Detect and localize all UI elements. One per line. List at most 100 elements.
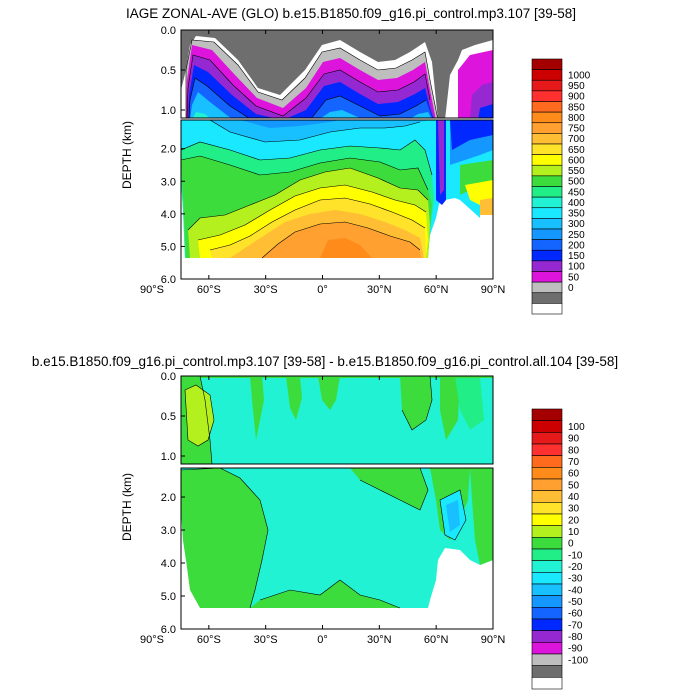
- x-tick-label: 60°N: [424, 634, 449, 646]
- colorbar-box: [531, 154, 563, 166]
- panel-1-x-ticks: 90°S 60°S 30°S 0° 30°N 60°N 90°N: [140, 30, 505, 296]
- colorbar-box: [531, 513, 563, 526]
- colorbar-label: 700: [568, 134, 585, 145]
- colorbar-label: 50: [568, 480, 580, 491]
- y-tick-label: 0.0: [161, 371, 176, 383]
- colorbar-box: [531, 653, 563, 666]
- panel-1-upper-field: [181, 30, 493, 118]
- colorbar-box: [531, 478, 563, 491]
- colorbar-box: [531, 560, 563, 573]
- colorbar-box: [531, 618, 563, 631]
- x-tick-label: 60°S: [197, 634, 221, 646]
- colorbar-label: 750: [568, 124, 585, 135]
- colorbar-box: [531, 455, 563, 468]
- colorbar-label: 300: [568, 219, 585, 230]
- colorbar-box: [531, 239, 563, 251]
- colorbar-box: [531, 79, 563, 92]
- colorbar-label: 40: [568, 492, 580, 503]
- x-tick-label: 90°N: [481, 634, 506, 646]
- panel-1-y-ticks-lower: 2.0 3.0 4.0 5.0 6.0: [161, 144, 185, 286]
- x-tick-label: 60°N: [424, 284, 449, 296]
- colorbar-label: 400: [568, 198, 585, 209]
- colorbar-box: [531, 292, 563, 304]
- panel-2-y-ticks-lower: 2.0 3.0 4.0 5.0 6.0: [161, 492, 185, 636]
- panel-2-colorbar: 1009080706050403020100-10-20-30-40-50-60…: [531, 408, 588, 690]
- colorbar-box: [531, 228, 563, 240]
- colorbar-box: [531, 249, 563, 262]
- panel-2: b.e15.B1850.f09_g16.pi_control.mp3.107 […: [32, 354, 618, 690]
- panel-1-y-ticks-upper: 0.0 0.5 1.0: [161, 25, 185, 117]
- panel-1-ylabel: DEPTH (km): [120, 121, 134, 189]
- colorbar-box: [531, 111, 563, 124]
- panel-2-upper-frame: [180, 375, 494, 465]
- colorbar-box: [531, 467, 563, 480]
- colorbar-label: -90: [568, 644, 583, 655]
- y-tick-label: 5.0: [161, 241, 176, 253]
- y-tick-label: 1.0: [161, 451, 176, 463]
- colorbar-box: [531, 490, 563, 503]
- y-tick-label: 1.0: [161, 105, 176, 117]
- colorbar-box: [531, 432, 563, 445]
- y-tick-label: 3.0: [161, 176, 176, 188]
- colorbar-box: [531, 548, 563, 561]
- y-tick-label: 0.5: [161, 411, 176, 423]
- colorbar-label: 90: [568, 434, 580, 445]
- colorbar-label: -20: [568, 562, 583, 573]
- colorbar-label: 450: [568, 187, 585, 198]
- colorbar-label: -100: [568, 655, 588, 666]
- panel-1: IAGE ZONAL-AVE (GLO) b.e15.B1850.f09_g16…: [120, 6, 591, 315]
- x-tick-label: 30°N: [367, 284, 392, 296]
- colorbar-box: [531, 595, 563, 608]
- colorbar-box: [531, 260, 563, 272]
- colorbar-label: -10: [568, 550, 583, 561]
- x-tick-label: 30°S: [254, 284, 278, 296]
- colorbar-label: 70: [568, 457, 580, 468]
- colorbar-label: 650: [568, 145, 585, 156]
- y-tick-label: 2.0: [161, 144, 176, 156]
- y-tick-label: 0.0: [161, 25, 176, 37]
- y-tick-label: 4.0: [161, 558, 176, 570]
- x-tick-label: 0°: [317, 634, 328, 646]
- colorbar-box: [531, 303, 563, 315]
- colorbar-label: 1000: [568, 70, 591, 81]
- colorbar-box: [531, 207, 563, 219]
- colorbar-box: [531, 281, 563, 294]
- y-tick-label: 0.5: [161, 65, 176, 77]
- colorbar-label: 850: [568, 102, 585, 113]
- y-tick-label: 6.0: [161, 274, 176, 286]
- colorbar-label: 50: [568, 272, 580, 283]
- colorbar-label: 250: [568, 230, 585, 241]
- colorbar-label: 200: [568, 240, 585, 251]
- colorbar-box: [531, 607, 563, 620]
- colorbar-box: [531, 58, 563, 70]
- colorbar-box: [531, 186, 563, 198]
- colorbar-box: [531, 572, 563, 585]
- panel-1-lower-field: [181, 120, 493, 279]
- colorbar-label: -80: [568, 632, 583, 643]
- x-tick-label: 90°S: [140, 284, 164, 296]
- colorbar-box: [531, 630, 563, 643]
- colorbar-label: -50: [568, 597, 583, 608]
- colorbar-box: [531, 537, 563, 550]
- y-tick-label: 2.0: [161, 492, 176, 504]
- x-tick-label: 0°: [317, 284, 328, 296]
- colorbar-label: 100: [568, 262, 585, 273]
- panel-2-lower-frame: [180, 467, 494, 630]
- x-tick-label: 90°N: [481, 284, 506, 296]
- panel-2-ylabel: DEPTH (km): [120, 473, 134, 541]
- colorbar-box: [531, 175, 563, 187]
- colorbar-box: [531, 122, 563, 134]
- colorbar-box: [531, 420, 563, 433]
- colorbar-box: [531, 133, 563, 145]
- panel-1-title: IAGE ZONAL-AVE (GLO) b.e15.B1850.f09_g16…: [126, 6, 576, 21]
- colorbar-label: 100: [568, 422, 585, 433]
- colorbar-box: [531, 502, 563, 515]
- colorbar-box: [531, 443, 563, 456]
- colorbar-label: 80: [568, 445, 580, 456]
- colorbar-label: 550: [568, 166, 585, 177]
- colorbar-label: 350: [568, 209, 585, 220]
- panel-2-lower-field: [181, 468, 493, 629]
- x-tick-label: 90°S: [140, 634, 164, 646]
- colorbar-label: -40: [568, 585, 583, 596]
